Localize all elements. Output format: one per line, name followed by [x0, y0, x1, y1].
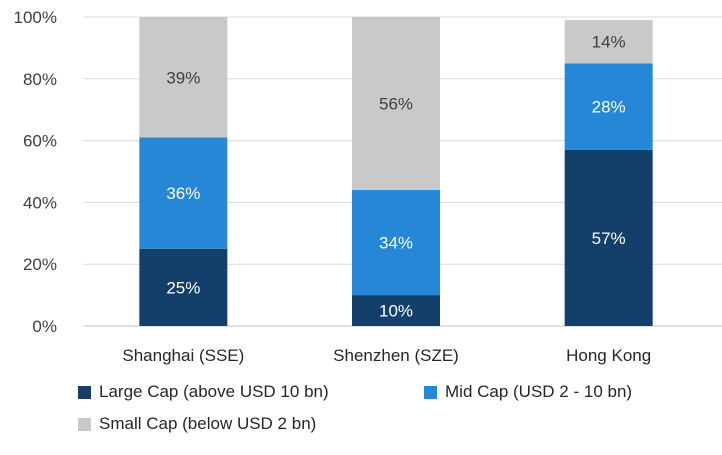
data-label: 39% — [166, 68, 200, 87]
y-tick-label: 100% — [14, 8, 57, 27]
y-tick-label: 0% — [32, 317, 57, 336]
bar-segment — [139, 17, 228, 138]
y-tick-label: 80% — [23, 70, 57, 89]
x-axis-categories: Shanghai (SSE) Shenzhen (SZE) Hong Kong — [122, 346, 651, 365]
data-labels: 25% 36% 39% 10% 34% 56% 57% 28% 14% — [166, 33, 625, 321]
bar-segment — [564, 20, 653, 64]
y-axis-ticks: 0% 20% 40% 60% 80% 100% — [14, 8, 57, 336]
bars — [139, 17, 653, 326]
data-label: 36% — [166, 184, 200, 203]
y-tick-label: 40% — [23, 193, 57, 212]
x-category-label: Hong Kong — [566, 346, 651, 365]
data-label: 57% — [592, 229, 626, 248]
bar-segment — [564, 149, 653, 326]
y-tick-label: 60% — [23, 132, 57, 151]
bar-segment — [352, 295, 440, 326]
data-label: 34% — [379, 234, 413, 253]
bar-segment — [352, 17, 440, 191]
x-category-label: Shenzhen (SZE) — [333, 346, 459, 365]
bar-segment — [564, 63, 653, 150]
bar-segment — [352, 190, 440, 296]
data-label: 10% — [379, 302, 413, 321]
data-label: 25% — [166, 278, 200, 297]
data-label: 14% — [592, 33, 626, 52]
y-tick-label: 20% — [23, 255, 57, 274]
bar-segment — [139, 248, 228, 326]
x-category-label: Shanghai (SSE) — [122, 346, 244, 365]
bar-segment — [139, 137, 228, 249]
data-label: 28% — [592, 98, 626, 117]
data-label: 56% — [379, 95, 413, 114]
